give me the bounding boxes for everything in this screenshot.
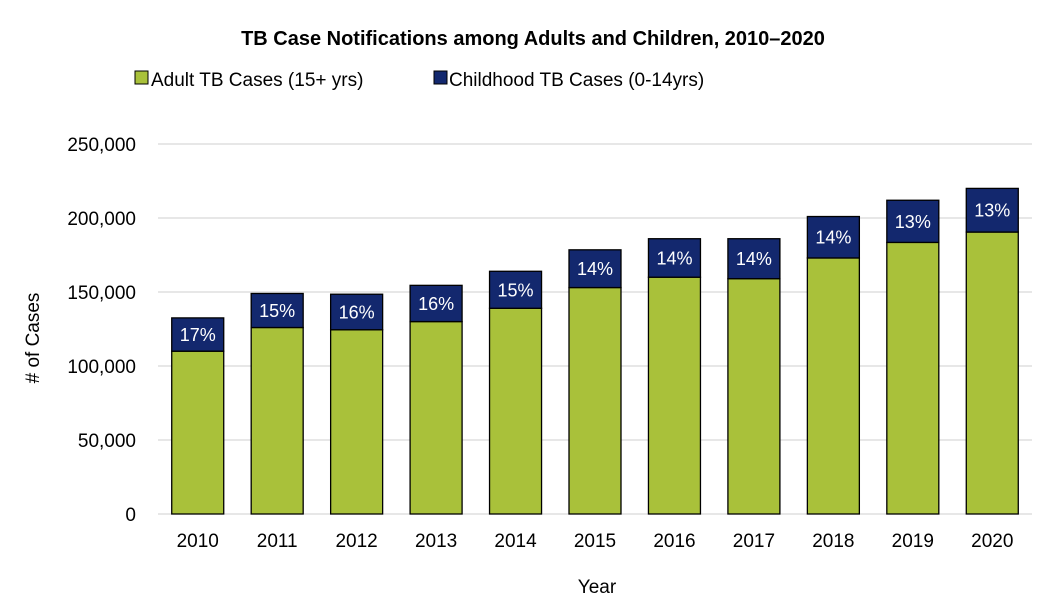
x-tick-label: 2014 [494, 531, 537, 552]
bar-child-2019 [886, 199, 940, 244]
bar-child-2018 [806, 215, 861, 259]
x-tick-label: 2010 [177, 531, 219, 552]
data-label-2015: 14% [577, 259, 613, 279]
bar-adult-2014 [488, 307, 543, 515]
bar-adult-2013 [409, 320, 463, 515]
data-label-2016: 14% [656, 248, 692, 268]
data-label-2017: 14% [736, 249, 772, 269]
data-label-2019: 13% [895, 212, 931, 232]
bar-adult-2019 [886, 241, 940, 515]
x-tick-label: 2018 [812, 531, 854, 552]
data-label-2020: 13% [974, 201, 1010, 221]
x-tick-label: 2017 [733, 531, 775, 552]
x-tick-label: 2015 [574, 531, 616, 552]
data-label-2013: 16% [418, 294, 454, 314]
y-axis-label: # of Cases [23, 293, 44, 384]
x-tick-label: 2011 [257, 531, 298, 552]
y-tick-label: 150,000 [67, 283, 136, 304]
y-tick-label: 0 [125, 505, 136, 526]
bar-child-2016 [647, 238, 702, 278]
bar-adult-2012 [329, 329, 384, 515]
x-tick-label: 2012 [335, 531, 377, 552]
y-tick-label: 100,000 [67, 357, 136, 378]
bar-child-2011 [250, 292, 304, 329]
legend: Adult TB Cases (15+ yrs) Childhood TB Ca… [134, 70, 704, 91]
bar-child-2015 [568, 249, 622, 289]
x-tick-label: 2016 [653, 531, 695, 552]
bar-child-2013 [409, 284, 463, 323]
bar-child-2014 [488, 270, 543, 309]
legend-swatch-adult [134, 70, 149, 85]
bar-child-2012 [329, 293, 384, 331]
x-axis-ticks: 2010 2011 2012 2013 2014 2015 2016 2017 2018 2019… [177, 531, 1014, 552]
bar-adult-2017 [727, 278, 781, 515]
bar-adult-2010 [171, 350, 225, 515]
y-tick-label: 50,000 [78, 431, 136, 452]
y-tick-label: 250,000 [67, 135, 136, 156]
bar-adult-2018 [806, 257, 861, 515]
x-tick-label: 2013 [415, 531, 457, 552]
data-label-2014: 15% [498, 280, 534, 300]
data-label-2012: 16% [339, 302, 375, 322]
x-axis-label: Year [578, 577, 617, 598]
bar-adult-2015 [568, 286, 622, 515]
bar-child-2017 [727, 238, 781, 280]
x-tick-label: 2020 [971, 531, 1013, 552]
x-tick-label: 2019 [892, 531, 934, 552]
data-label-2011: 15% [259, 301, 295, 321]
legend-label-adult: Adult TB Cases (15+ yrs) [151, 70, 363, 91]
y-tick-label: 200,000 [67, 209, 136, 230]
legend-label-child: Childhood TB Cases (0-14yrs) [449, 70, 704, 91]
y-axis-ticks: 0 50,000 100,000 150,000 200,000 250,000 [67, 135, 136, 526]
bar-adult-2011 [250, 326, 304, 515]
legend-swatch-child [433, 70, 448, 85]
bars: 17% 15% 16% 16% 15% 14% 14% 14% 14% 13% 13% [171, 187, 1019, 515]
data-label-2018: 14% [815, 228, 851, 248]
data-label-2010: 17% [180, 325, 216, 345]
chart-title: TB Case Notifications among Adults and C… [241, 28, 825, 50]
bar-adult-2020 [965, 231, 1019, 515]
bar-child-2020 [965, 187, 1019, 233]
bar-child-2010 [171, 317, 225, 352]
bar-adult-2016 [647, 276, 702, 515]
